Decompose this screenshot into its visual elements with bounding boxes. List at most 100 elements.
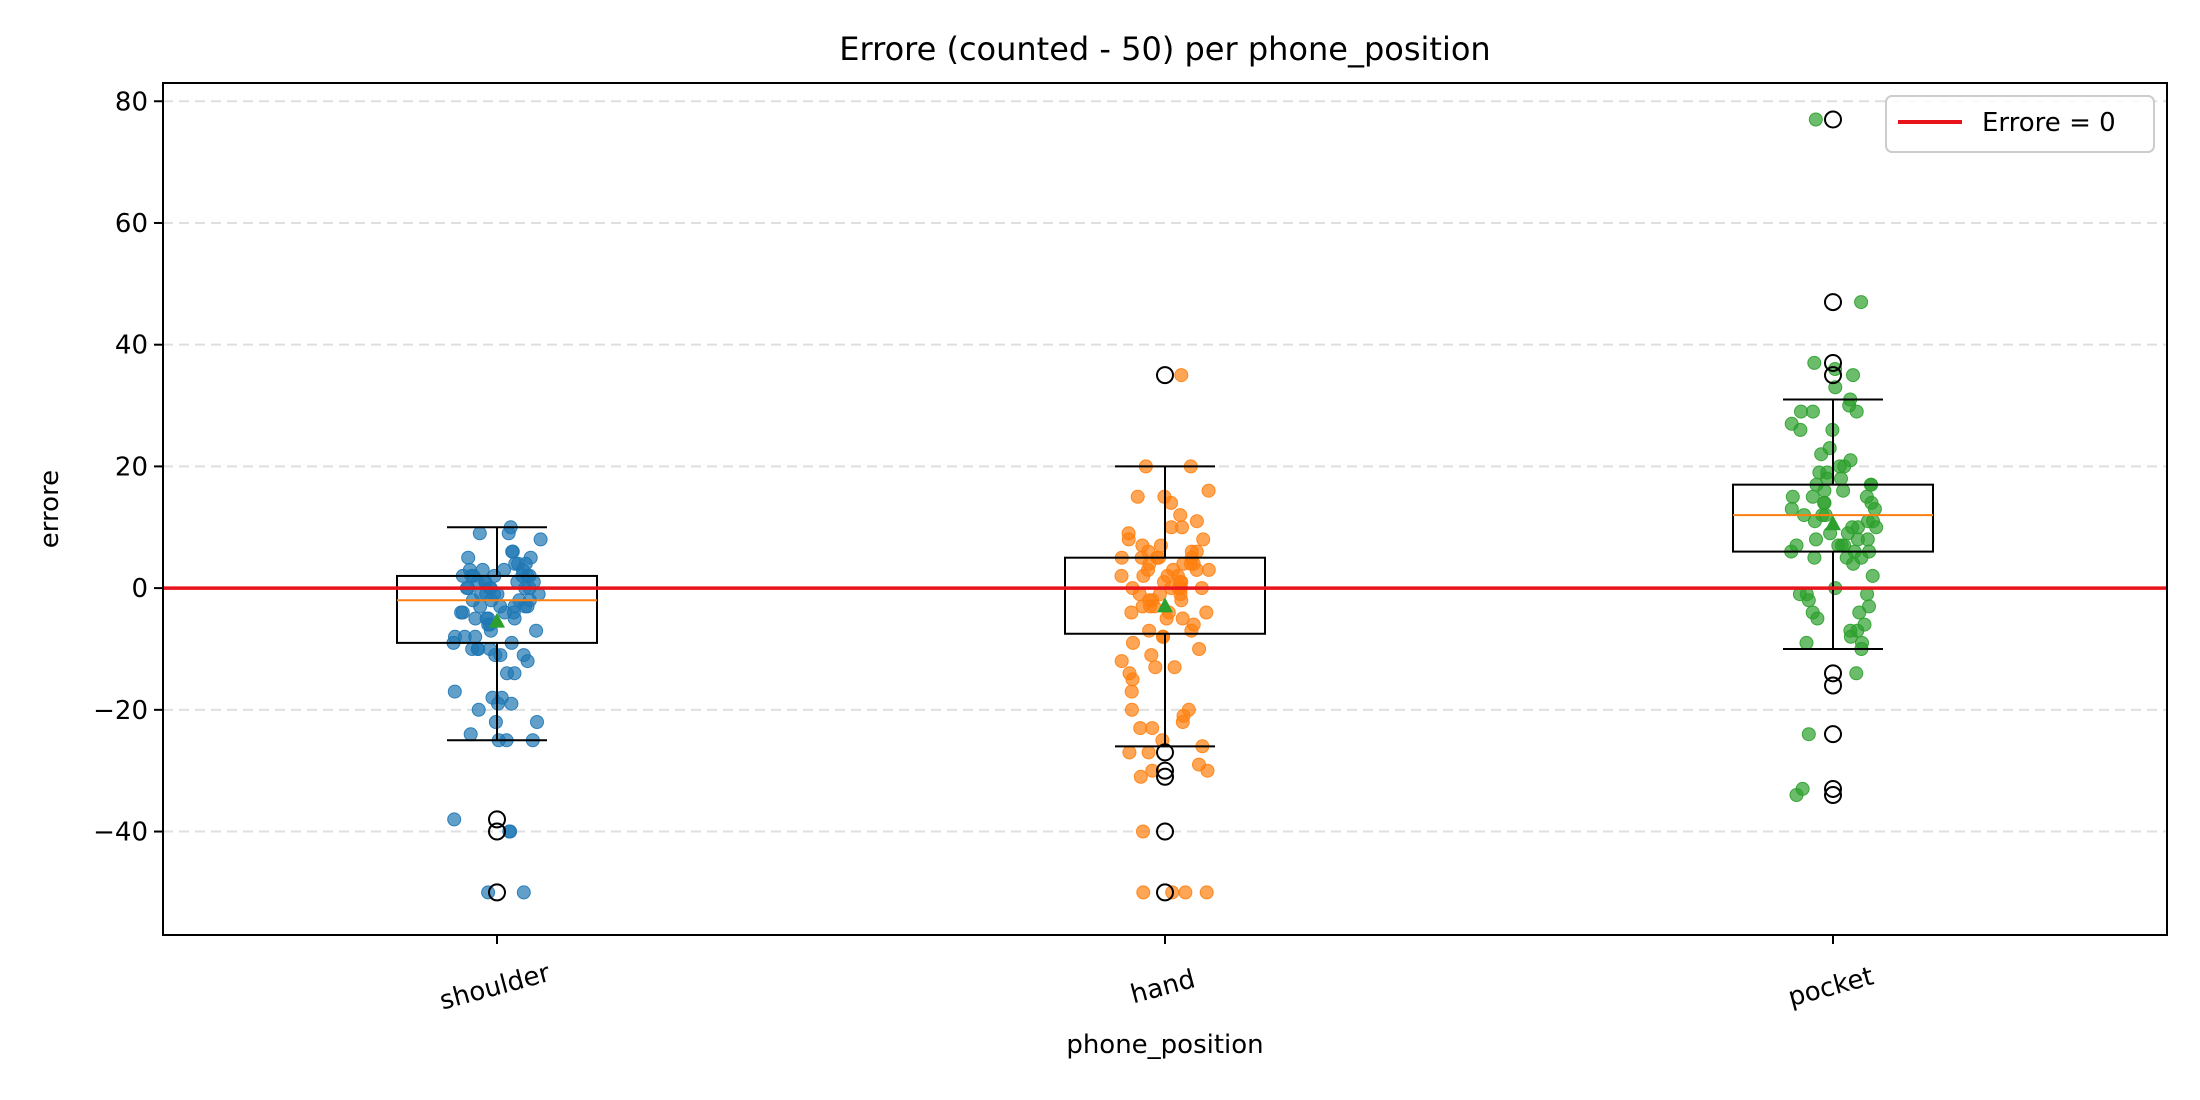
data-point (505, 544, 520, 559)
chart-title: Errore (counted - 50) per phone_position (839, 30, 1490, 68)
data-point (516, 885, 531, 900)
y-tick-label: −40 (93, 818, 148, 848)
data-point (1200, 763, 1215, 778)
data-point (1801, 727, 1816, 742)
data-point (473, 599, 488, 614)
data-point (463, 727, 478, 742)
box-iqr (396, 574, 598, 644)
data-point (488, 715, 503, 729)
x-axis-label: phone_position (1066, 1030, 1263, 1060)
data-point (1784, 502, 1799, 516)
data-point (1846, 556, 1861, 571)
data-point (1159, 611, 1174, 626)
data-point (1850, 532, 1865, 547)
mean-marker (1825, 515, 1841, 531)
data-point (507, 666, 522, 681)
data-point (503, 824, 518, 839)
data-point (1184, 623, 1199, 638)
outlier-marker (1824, 293, 1842, 312)
data-point (520, 599, 535, 614)
data-point (1124, 684, 1139, 699)
y-tick-label: 20 (115, 452, 148, 482)
data-point (1133, 721, 1148, 736)
data-point (1145, 721, 1160, 736)
data-point (1794, 404, 1808, 419)
data-point (1799, 635, 1814, 650)
data-point (1814, 447, 1829, 462)
outlier-marker (1824, 353, 1842, 372)
boxplots (396, 110, 1934, 902)
data-point (472, 526, 487, 541)
data-point (1136, 885, 1151, 900)
data-point (501, 526, 516, 541)
outlier-marker (1156, 767, 1174, 786)
data-point (1808, 112, 1823, 127)
data-point (1834, 471, 1848, 486)
data-point (1199, 885, 1214, 900)
box-iqr (1732, 483, 1934, 553)
data-point (1126, 635, 1140, 650)
data-point (471, 702, 486, 717)
outlier-marker (1824, 366, 1842, 385)
legend-label: Errore = 0 (1982, 108, 2116, 138)
data-point (1114, 568, 1129, 583)
data-point (1144, 648, 1159, 663)
data-point (1869, 520, 1884, 535)
data-point (1148, 660, 1163, 675)
data-point (1809, 532, 1823, 547)
data-point (465, 642, 480, 656)
data-point (1189, 514, 1204, 529)
outlier-marker (1824, 779, 1842, 798)
data-point (1196, 532, 1211, 547)
data-point (1124, 702, 1139, 717)
plot-frame (162, 82, 2168, 936)
data-point (520, 654, 535, 669)
data-point (1836, 483, 1851, 498)
data-point (1142, 623, 1157, 638)
outlier-marker (1156, 883, 1174, 902)
data-point (504, 696, 519, 711)
outlier-marker (1824, 676, 1842, 695)
data-point (1192, 642, 1207, 656)
data-point (529, 623, 544, 638)
data-point (1849, 404, 1864, 419)
data-point (1130, 489, 1145, 504)
outlier-marker (1156, 761, 1174, 780)
outlier-marker (1824, 725, 1842, 744)
data-point (454, 605, 469, 620)
data-point (1801, 593, 1816, 608)
outlier-marker (1156, 366, 1174, 385)
outlier-marker (488, 810, 506, 829)
outlier-marker (1824, 664, 1842, 683)
data-point (1789, 788, 1804, 802)
data-point (1810, 611, 1825, 626)
outlier-marker (488, 822, 506, 841)
data-point (1174, 593, 1189, 608)
data-point (1175, 715, 1190, 729)
data-point (1817, 483, 1832, 498)
data-point (1846, 368, 1860, 383)
data-point (447, 812, 462, 827)
data-point (507, 611, 522, 626)
outlier-marker (488, 883, 506, 902)
data-point (1141, 745, 1156, 760)
data-point (1807, 550, 1822, 565)
outlier-marker (1156, 743, 1174, 762)
data-point (530, 715, 544, 729)
data-point (1865, 568, 1880, 583)
data-point (1122, 745, 1137, 760)
y-tick-label: −20 (93, 696, 148, 726)
data-point (533, 532, 548, 547)
data-point (1125, 672, 1140, 687)
data-point (1201, 483, 1216, 498)
y-axis-label: errore (35, 470, 65, 548)
data-point (1136, 568, 1151, 583)
data-point (1201, 562, 1216, 577)
data-point (1121, 532, 1136, 547)
data-point (1867, 502, 1882, 516)
data-point (1785, 489, 1800, 504)
box-iqr (1064, 556, 1266, 635)
data-point (1167, 660, 1182, 675)
y-tick-label: 40 (115, 331, 148, 361)
